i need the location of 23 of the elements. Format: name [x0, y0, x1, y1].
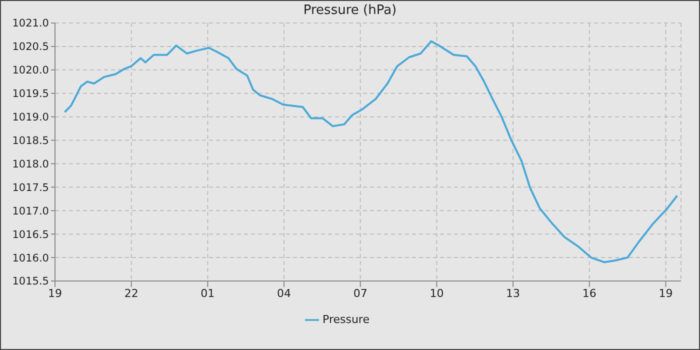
- y-tick-label: 1016.0: [12, 252, 49, 264]
- legend-label: Pressure: [322, 313, 370, 326]
- y-tick-label: 1019.0: [12, 112, 49, 124]
- y-tick-label: 1021.0: [12, 18, 49, 30]
- x-tick-label: 19: [658, 286, 673, 300]
- y-tick-label: 1016.5: [12, 228, 49, 241]
- y-tick-label: 1017.0: [12, 205, 49, 218]
- x-tick-label: 16: [582, 286, 596, 300]
- x-tick-label: 07: [353, 286, 368, 300]
- y-tick-label: 1020.5: [12, 41, 49, 54]
- chart-title: Pressure (hPa): [302, 3, 398, 18]
- x-tick-label: 22: [124, 286, 138, 300]
- y-tick-label: 1019.5: [12, 88, 49, 100]
- y-tick-label: 1020.0: [12, 64, 49, 77]
- y-tick-label: 1017.5: [12, 182, 49, 194]
- y-tick-label: 1018.5: [12, 135, 49, 147]
- x-tick-label: 13: [506, 286, 520, 300]
- y-tick-label: 1015.5: [12, 276, 49, 288]
- x-tick-label: 19: [48, 286, 62, 300]
- x-tick-label: 01: [200, 286, 215, 300]
- y-tick-label: 1018.0: [12, 158, 49, 170]
- x-tick-label: 10: [430, 286, 444, 300]
- x-tick-label: 04: [277, 286, 292, 300]
